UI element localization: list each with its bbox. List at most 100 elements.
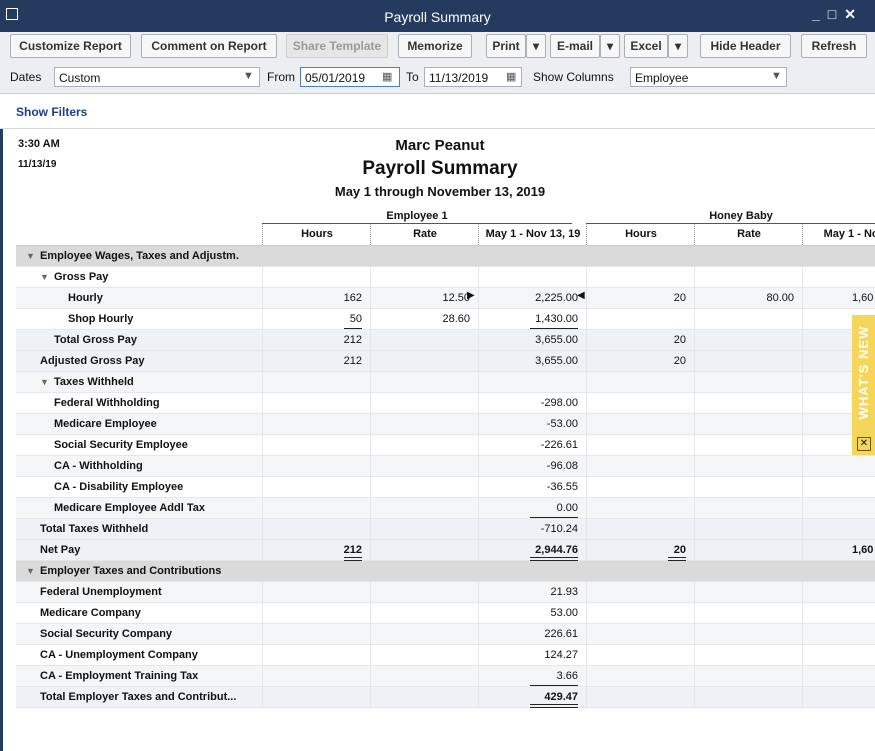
cell-border: [694, 687, 695, 708]
double-underline: [530, 704, 578, 708]
cell-border: [370, 540, 371, 561]
dropdown-arrow[interactable]: ▾: [600, 34, 620, 58]
toolbar-button[interactable]: Excel: [624, 34, 668, 58]
window-menu-icon[interactable]: [6, 8, 18, 20]
value-cell: -298.00: [540, 397, 578, 409]
cell-border: [586, 351, 587, 372]
cell-border: [262, 456, 263, 477]
report-row: [16, 351, 875, 372]
cell-border: [262, 309, 263, 330]
row-label: Net Pay: [40, 544, 81, 556]
cell-border: [694, 666, 695, 687]
value-cell: 20: [673, 355, 686, 367]
cell-border: [370, 351, 371, 372]
column-header[interactable]: Hours: [262, 224, 371, 245]
to-date[interactable]: 11/13/2019: [424, 67, 522, 87]
cell-border: [694, 645, 695, 666]
field-icon[interactable]: ▦: [506, 71, 517, 83]
cell-border: [802, 330, 803, 351]
value-cell: 80.00: [766, 292, 794, 304]
report-row: [16, 498, 875, 519]
field-icon[interactable]: ▼: [243, 70, 254, 82]
cell-border: [694, 456, 695, 477]
row-label: Federal Unemployment: [40, 586, 162, 598]
column-header[interactable]: May 1 - Nov ': [802, 224, 875, 245]
from-date[interactable]: 05/01/2019: [300, 67, 400, 87]
dropdown-arrow[interactable]: ▾: [526, 34, 546, 58]
toolbar-button[interactable]: Comment on Report: [141, 34, 277, 58]
cell-border: [478, 498, 479, 519]
cell-border: [802, 645, 803, 666]
cell-border: [478, 582, 479, 603]
report-row: [16, 288, 875, 309]
column-group: Employee 1: [262, 210, 572, 224]
dates-dropdown[interactable]: Custom: [54, 67, 260, 87]
toolbar-button[interactable]: Customize Report: [10, 34, 131, 58]
whats-new-tab[interactable]: WHAT'S NEW ✕: [852, 315, 875, 455]
cell-border: [370, 267, 371, 288]
value-cell: 28.60: [442, 313, 470, 325]
report-time: 3:30 AM: [18, 138, 60, 150]
field-icon[interactable]: ▼: [771, 70, 782, 82]
value-cell: 212: [343, 355, 362, 367]
cell-border: [262, 372, 263, 393]
cell-border: [586, 477, 587, 498]
column-header[interactable]: Hours: [586, 224, 695, 245]
column-header[interactable]: Rate: [694, 224, 803, 245]
left-frame: [0, 129, 3, 751]
cell-border: [478, 351, 479, 372]
value-cell: 162: [343, 292, 362, 304]
cell-border: [262, 435, 263, 456]
cell-border: [586, 414, 587, 435]
toolbar-button[interactable]: Print: [486, 34, 526, 58]
report-row: [16, 456, 875, 477]
row-toggle[interactable]: ▼: [26, 566, 35, 576]
cell-border: [478, 330, 479, 351]
toolbar-button[interactable]: Memorize: [398, 34, 472, 58]
double-underline: [344, 557, 362, 561]
report-row: [16, 372, 875, 393]
cell-border: [694, 435, 695, 456]
toolbar-button[interactable]: Share Template: [286, 34, 388, 58]
cell-border: [370, 498, 371, 519]
close-tab[interactable]: ✕: [857, 437, 871, 451]
cell-border: [370, 414, 371, 435]
show-columns-dropdown[interactable]: Employee: [630, 67, 787, 87]
cell-border: [802, 393, 803, 414]
report-date: 11/13/19: [18, 159, 57, 170]
cell-border: [478, 393, 479, 414]
toolbar-button[interactable]: E-mail: [550, 34, 600, 58]
cell-border: [370, 687, 371, 708]
cell-border: [694, 372, 695, 393]
value-cell: 124.27: [544, 649, 578, 661]
cell-border: [802, 519, 803, 540]
value-cell: -53.00: [546, 418, 578, 430]
toolbar-button[interactable]: Hide Header: [700, 34, 791, 58]
underline: [530, 517, 578, 518]
cell-border: [262, 624, 263, 645]
cell-border: [694, 624, 695, 645]
dropdown-arrow[interactable]: ▾: [668, 34, 688, 58]
cell-border: [586, 540, 587, 561]
show-filters-link[interactable]: Show Filters: [16, 105, 88, 119]
column-header[interactable]: Rate: [370, 224, 479, 245]
underline: [344, 328, 362, 329]
cell-border: [262, 330, 263, 351]
cell-border: [478, 603, 479, 624]
toolbar-button[interactable]: Refresh: [801, 34, 867, 58]
cell-border: [370, 330, 371, 351]
field-icon[interactable]: ▦: [382, 71, 393, 83]
row-toggle[interactable]: ▼: [26, 251, 35, 261]
cell-border: [694, 582, 695, 603]
cell-border: [802, 603, 803, 624]
report-title: Payroll Summary: [362, 158, 518, 179]
window-controls[interactable]: _□✕: [812, 6, 864, 22]
cell-border: [802, 351, 803, 372]
title-bar: Payroll Summary _□✕: [0, 0, 875, 32]
row-label: Social Security Company: [40, 628, 173, 640]
row-toggle[interactable]: ▼: [40, 377, 49, 387]
report-row: [16, 582, 875, 603]
column-header[interactable]: May 1 - Nov 13, 19: [478, 224, 587, 245]
row-toggle[interactable]: ▼: [40, 272, 49, 282]
